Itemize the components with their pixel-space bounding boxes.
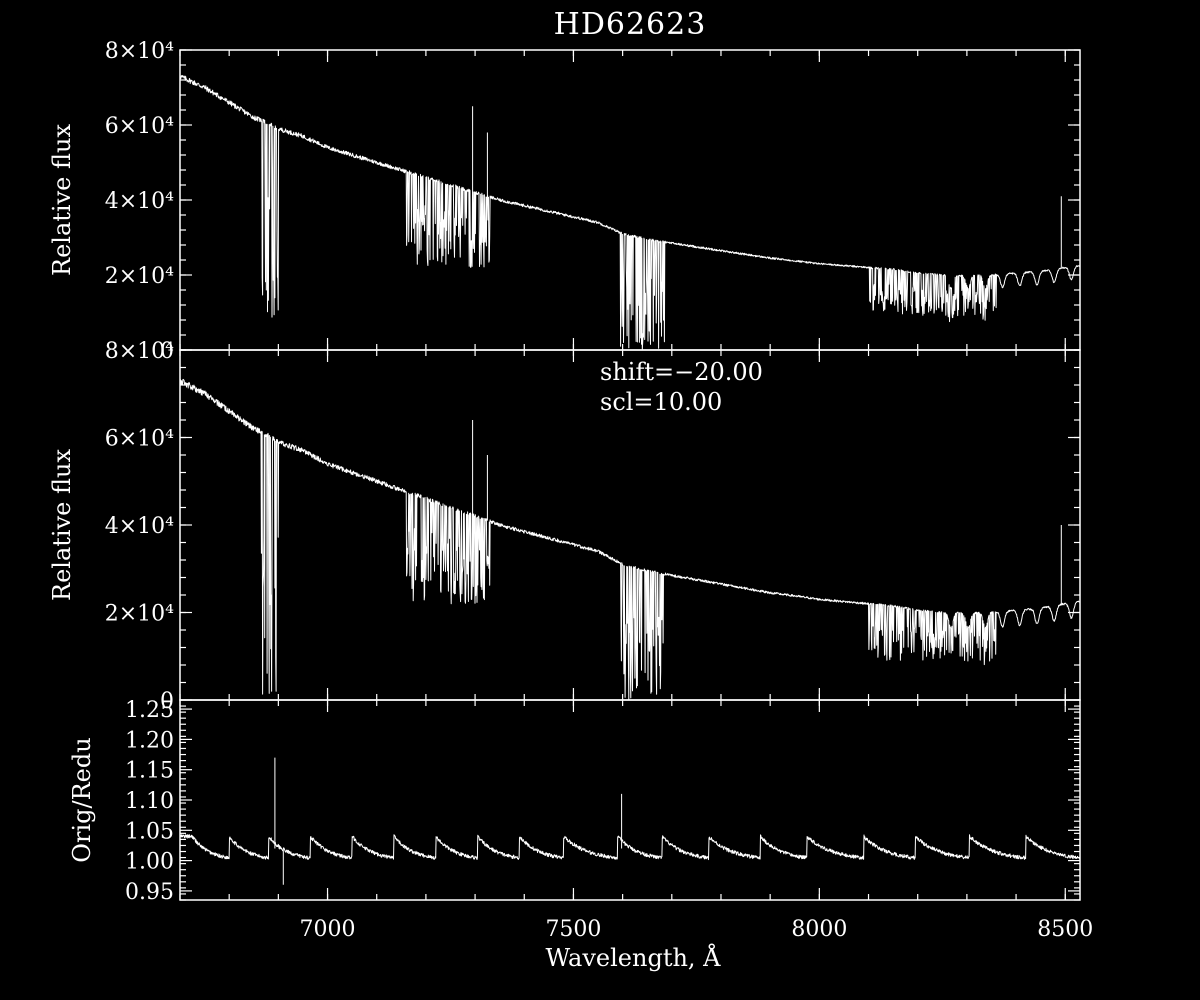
y-tick-label: 6×10⁴ [105, 114, 174, 139]
top-spectrum-line [179, 75, 1081, 350]
top-panel-frame [179, 49, 1081, 351]
x-tick-label: 8500 [1037, 917, 1093, 942]
top-flux-panel: 0 2×10⁴ 4×10⁴ 6×10⁴ 8×10⁴ Relative flux [48, 39, 1081, 364]
middle-flux-panel: 0 2×10⁴ 4×10⁴ 6×10⁴ 8×10⁴ Relative flux shif… [48, 339, 1081, 714]
ratio-panel: 0.95 1.00 1.05 1.10 1.15 1.20 1.25 7000 7500 800… [68, 698, 1093, 972]
scale-annotation: scl=10.00 [600, 388, 722, 416]
y-tick-label: 1.10 [125, 789, 174, 814]
bottom-y-ticks: 0.95 1.00 1.05 1.10 1.15 1.20 1.25 [125, 698, 1080, 905]
middle-x-ticks [179, 350, 1066, 700]
y-tick-label: 4×10⁴ [105, 514, 174, 539]
y-tick-label: 0.95 [125, 880, 174, 905]
shift-annotation: shift=−20.00 [600, 358, 763, 386]
y-tick-label: 2×10⁴ [105, 602, 174, 627]
ratio-line [179, 757, 1081, 885]
y-tick-label: 6×10⁴ [105, 427, 174, 452]
x-axis-label: Wavelength, Å [545, 943, 721, 972]
top-y-axis-label: Relative flux [48, 124, 76, 276]
y-tick-label: 1.00 [125, 850, 174, 875]
top-y-ticks: 0 2×10⁴ 4×10⁴ 6×10⁴ 8×10⁴ [105, 39, 1080, 364]
middle-y-ticks: 0 2×10⁴ 4×10⁴ 6×10⁴ 8×10⁴ [105, 339, 1080, 714]
bottom-x-ticks: 7000 7500 8000 8500 [179, 700, 1093, 942]
y-tick-label: 1.15 [125, 759, 174, 784]
bottom-y-axis-label: Orig/Redu [68, 737, 96, 862]
middle-y-axis-label: Relative flux [48, 449, 76, 601]
y-tick-label: 4×10⁴ [105, 189, 174, 214]
top-x-ticks [179, 50, 1066, 350]
bottom-panel-frame [179, 699, 1081, 901]
chart-title: HD62623 [554, 7, 707, 42]
y-tick-label: 8×10⁴ [105, 339, 174, 364]
y-tick-label: 1.05 [125, 819, 174, 844]
y-tick-label: 0 [160, 339, 174, 364]
y-tick-label: 8×10⁴ [105, 39, 174, 64]
y-tick-label: 1.25 [125, 698, 174, 723]
x-tick-label: 7000 [300, 917, 356, 942]
y-tick-label: 2×10⁴ [105, 264, 174, 289]
middle-spectrum-line [179, 378, 1081, 701]
x-tick-label: 8000 [791, 917, 847, 942]
x-tick-label: 7500 [545, 917, 601, 942]
y-tick-label: 0 [160, 689, 174, 714]
y-tick-label: 1.20 [125, 728, 174, 753]
